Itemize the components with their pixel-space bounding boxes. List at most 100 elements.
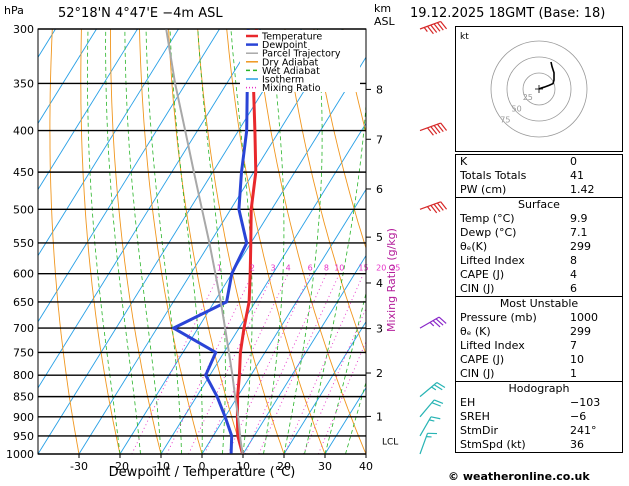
dry-adiabat-line [80, 29, 121, 454]
wind-barb-staff [419, 316, 440, 329]
isotherm-line [242, 254, 366, 454]
pressure-tick-labels: 300 350 400 450 500 550 600 650 700 750 800 850 900 9… [6, 23, 34, 461]
index-row: PW (cm) 1.42 [456, 183, 622, 197]
index-value: 9.9 [570, 212, 588, 225]
km-tick-label: 5 [376, 231, 383, 244]
wind-barb-flag [436, 22, 444, 31]
wind-barb-flag [436, 202, 444, 211]
index-row: EH −103 [456, 396, 622, 410]
index-value: 1 [570, 367, 577, 380]
mixing-ratio-lines [131, 273, 366, 454]
dry-adiabat-line [139, 29, 203, 454]
wet-adiabat-line [105, 29, 141, 454]
index-value: 7.1 [570, 226, 588, 239]
index-row: CIN (J) 1 [456, 367, 622, 381]
index-label: CAPE (J) [460, 353, 505, 366]
index-row: θₑ(K) 299 [456, 240, 622, 254]
index-label: CAPE (J) [460, 268, 505, 281]
wind-barb-staff [419, 399, 435, 418]
wind-barb-flag [436, 381, 446, 388]
parcel-trajectory-line [165, 29, 244, 454]
hodograph-section: Hodograph EH −103 SREH −6 StmDir 241° StmSpd (… [456, 381, 622, 452]
wind-barb [419, 399, 444, 418]
wind-barb-flag [427, 25, 434, 35]
km-tick-labels: 8 7 6 5 4 3 2 1 LCL [366, 83, 398, 448]
index-row: StmDir 241° [456, 424, 622, 438]
dry-adiabat-line [313, 29, 366, 250]
most-unstable-section: Most Unstable Pressure (mb) 1000 θₑ (K) 299… [456, 296, 622, 381]
legend-background [240, 30, 360, 92]
temperature-tick-label: -10 [152, 460, 170, 473]
mixing-ratio-label: 6 [308, 264, 313, 273]
wind-barb-staff [419, 416, 432, 437]
basic-indices: K 0 Totals Totals 41 PW (cm) 1.42 [456, 155, 622, 197]
index-value: 6 [570, 282, 577, 295]
pressure-tick-label: 300 [13, 23, 34, 36]
dewpoint-line [172, 29, 250, 454]
index-value: 4 [570, 268, 577, 281]
wind-barb [419, 316, 447, 329]
pressure-tick-label: 1000 [6, 448, 34, 461]
wet-adiabat-line [230, 29, 253, 454]
pressure-tick-label: 450 [13, 166, 34, 179]
wind-barb-flag [430, 24, 438, 33]
wind-barb-flag [433, 203, 441, 212]
legend-entry: Isotherm [262, 75, 304, 86]
temperature-tick-label: 10 [236, 460, 250, 473]
wind-barb-flag [438, 316, 447, 324]
hodograph-ring [490, 40, 588, 138]
wind-barb-half [429, 419, 435, 422]
mixing-ratio-label: 3 [270, 264, 275, 273]
index-row: Dewp (°C) 7.1 [456, 226, 622, 240]
index-value: 299 [570, 325, 591, 338]
index-row: Lifted Index 8 [456, 254, 622, 268]
pressure-tick-label: 900 [13, 411, 34, 424]
wind-barb-flag [440, 201, 448, 210]
isotherm-line [38, 29, 138, 191]
wind-barb-flag [440, 122, 448, 131]
isotherm-line [201, 188, 366, 454]
isotherm-line [38, 29, 97, 125]
pressure-tick-label: 650 [13, 296, 34, 309]
index-label: CIN (J) [460, 282, 495, 295]
mixing-ratio-line [284, 273, 364, 454]
index-row: CAPE (J) 10 [456, 353, 622, 367]
index-row: Temp (°C) 9.9 [456, 212, 622, 226]
hodograph-ring-label: 75 [500, 116, 510, 125]
wind-barb [419, 122, 448, 136]
legend-entry: Temperature [261, 32, 322, 43]
hodograph-unit-label: kt [460, 32, 469, 42]
wind-barb-half [427, 206, 432, 212]
wet-adiabat-line [263, 29, 285, 454]
wet-adiabat-line [124, 29, 162, 454]
index-value: 1000 [570, 311, 598, 324]
mixing-ratio-axis-label: Mixing Ratio (g/kg) [385, 228, 398, 332]
wind-barb-flag [430, 416, 441, 420]
isotherm-line [38, 29, 302, 454]
km-tick-label: 7 [376, 133, 383, 146]
index-value: 299 [570, 240, 591, 253]
index-row: CAPE (J) 4 [456, 268, 622, 282]
temperature-tick-label: -20 [111, 460, 129, 473]
wind-barb-staff [419, 382, 438, 398]
hodograph-ring [522, 72, 556, 106]
index-value: −103 [570, 396, 601, 409]
km-unit-label: km [374, 2, 391, 15]
index-value: 41 [570, 169, 584, 182]
temperature-tick-label: 40 [359, 460, 373, 473]
hodograph-ring-label: 50 [512, 104, 522, 113]
index-row: Lifted Index 7 [456, 339, 622, 353]
temperature-tick-label: -30 [70, 460, 88, 473]
mixing-ratio-line [317, 340, 366, 454]
wind-barb-staff [419, 122, 441, 132]
index-value: −6 [570, 410, 587, 423]
wet-adiabat-line [145, 29, 182, 454]
legend-entry: Parcel Trajectory [262, 49, 341, 60]
wet-adiabat-line [324, 291, 366, 454]
isotherm-line [283, 320, 366, 454]
index-row: Totals Totals 41 [456, 169, 622, 183]
wind-barb-flag [432, 320, 441, 328]
